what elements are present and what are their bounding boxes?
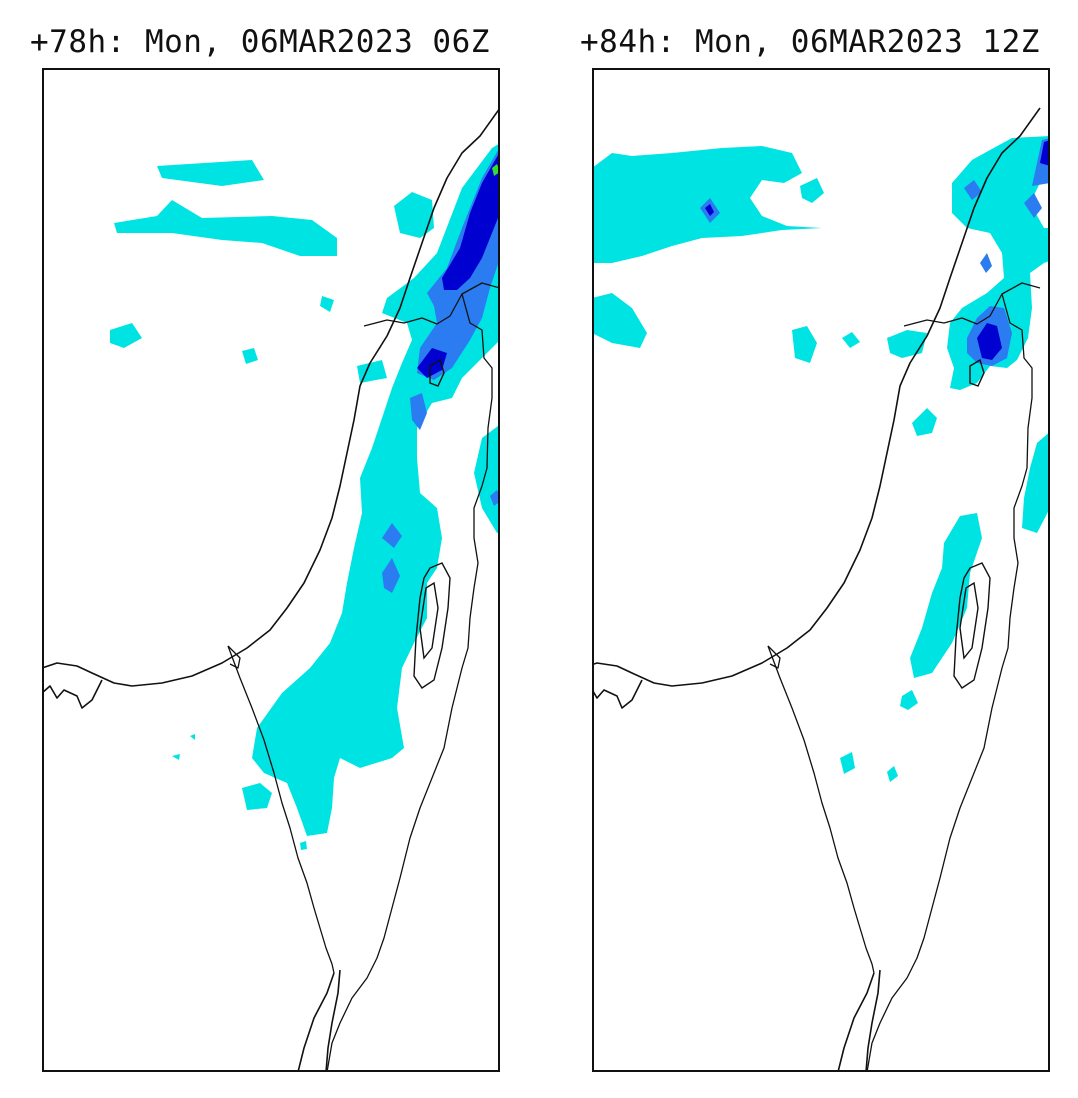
precip-area-light — [172, 754, 180, 760]
precip-area-medium — [490, 490, 500, 506]
precip-map-svg — [592, 68, 1050, 1072]
precip-area-light — [800, 178, 824, 203]
border-north — [903, 282, 1041, 327]
border-east — [866, 293, 1033, 1072]
precip-area-light — [242, 783, 272, 810]
gulf-coast-east — [865, 969, 881, 1072]
dead-sea — [953, 562, 991, 689]
map-frame — [592, 68, 1050, 1072]
precip-area-light — [1022, 431, 1050, 533]
coastline-sinai — [42, 679, 103, 709]
precip-area-light — [900, 690, 918, 710]
precip-area-light — [910, 513, 982, 678]
precip-area-medium — [410, 393, 427, 430]
precip-area-medium — [382, 558, 400, 593]
precip-area-heavy — [705, 204, 714, 216]
precip-area-heavy — [1040, 140, 1050, 166]
gulf-coast-west — [837, 972, 875, 1072]
border-sinai — [227, 645, 335, 974]
panel-78h: +78h: Mon, 06MAR2023 06Z — [30, 24, 500, 1072]
border-north — [363, 282, 500, 327]
precip-area-medium — [964, 180, 982, 200]
precip-area-light — [592, 293, 647, 348]
precip-area-light — [842, 332, 860, 348]
coastline-sinai — [592, 679, 643, 709]
precip-area-heavy — [417, 348, 447, 378]
panel-title: +84h: Mon, 06MAR2023 12Z — [580, 24, 1040, 60]
precip-area-light — [357, 360, 387, 383]
precip-map-svg — [42, 68, 500, 1072]
precip-map — [42, 68, 500, 1072]
precip-area-light — [474, 424, 500, 533]
precip-area-light — [300, 841, 307, 850]
precip-area-light — [394, 192, 434, 238]
precip-area-light — [157, 160, 264, 186]
dead-sea-inner — [959, 581, 979, 660]
precip-area-light — [912, 408, 937, 436]
coastline — [592, 107, 1041, 687]
precip-area-heavy — [442, 151, 500, 290]
precip-area-light — [190, 734, 195, 740]
precip-map — [592, 68, 1050, 1072]
precip-area-medium — [980, 253, 992, 273]
lake-galilee — [429, 358, 445, 387]
precip-area-light — [887, 330, 927, 358]
precip-area-light — [110, 323, 142, 348]
border-gaza — [227, 645, 241, 669]
precip-area-medium — [382, 523, 402, 548]
dead-sea — [413, 562, 451, 689]
precip-area-light — [242, 348, 258, 364]
dead-sea-inner — [419, 581, 439, 660]
panel-84h: +84h: Mon, 06MAR2023 12Z — [540, 0, 1078, 1098]
precip-area-heavy — [977, 323, 1002, 360]
gulf-coast-west — [297, 972, 335, 1072]
map-frame — [42, 68, 500, 1072]
precip-area-light — [320, 296, 334, 312]
precip-area-medium — [1024, 193, 1042, 218]
coastline — [42, 107, 500, 687]
panel-title: +78h: Mon, 06MAR2023 06Z — [30, 24, 490, 60]
border-gaza — [767, 645, 781, 669]
precip-area-light — [887, 766, 898, 782]
precip-area-light — [840, 752, 855, 774]
border-sinai — [767, 645, 875, 974]
gulf-coast-east — [325, 969, 341, 1072]
lake-galilee — [969, 358, 985, 387]
precip-area-light — [792, 326, 817, 363]
border-east — [326, 293, 493, 1072]
precip-area-light — [114, 200, 337, 256]
